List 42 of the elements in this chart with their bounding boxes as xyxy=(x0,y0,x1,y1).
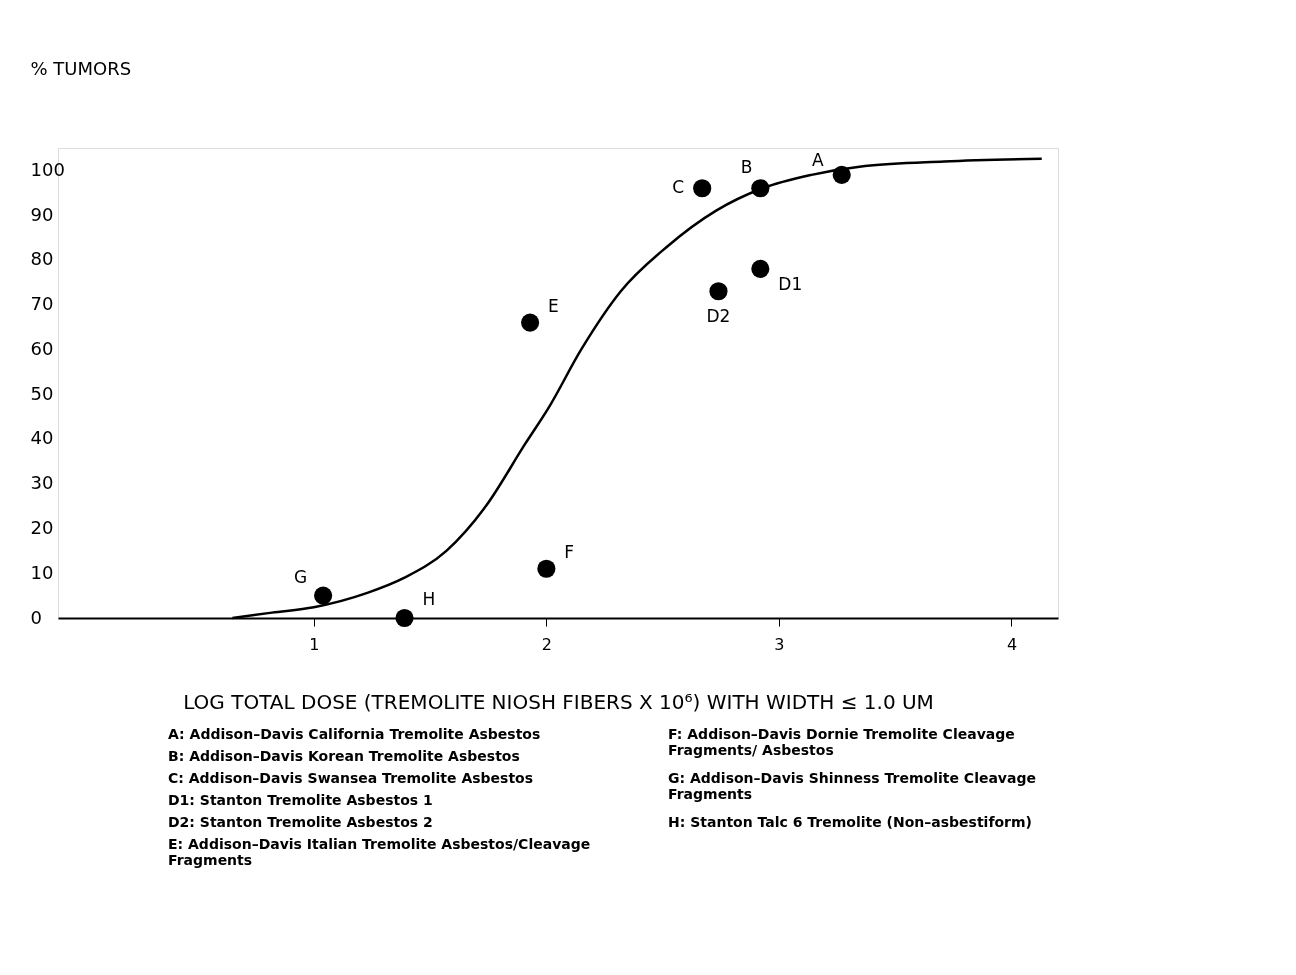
annotation: C xyxy=(672,177,685,198)
text: B: Addison–Davis Korean Tremolite Asbestos xyxy=(168,748,520,764)
text: D1: Stanton Tremolite Asbestos 1 xyxy=(168,792,433,808)
x-tick-label: 4 xyxy=(1006,634,1018,654)
annotation: B xyxy=(740,157,753,178)
y-tick-label: 30 xyxy=(30,472,54,494)
annotation: A xyxy=(812,149,825,170)
point xyxy=(537,559,556,578)
y-tick-label: 90 xyxy=(30,203,54,225)
point xyxy=(395,608,414,628)
annotation: E xyxy=(548,295,559,316)
y-tick-label: 20 xyxy=(30,516,54,538)
y-tick-label: 100 xyxy=(30,158,65,180)
y-tick-label: 70 xyxy=(30,293,54,315)
annotation: D1 xyxy=(778,273,803,294)
text: H: Stanton Talc 6 Tremolite (Non–asbestiform) xyxy=(668,814,1033,830)
point xyxy=(693,179,712,198)
y-tick-label: 40 xyxy=(30,427,54,449)
text: D2: Stanton Tremolite Asbestos 2 xyxy=(168,814,433,830)
point xyxy=(314,586,333,605)
y-tick-label: 50 xyxy=(30,382,54,404)
text: C: Addison–Davis Swansea Tremolite Asbestos xyxy=(168,770,534,786)
y-tick-label: 10 xyxy=(30,561,54,583)
point xyxy=(709,282,728,301)
x-axis-title: LOG TOTAL DOSE (TREMOLITE NIOSH FIBERS X 10⁶) WITH WIDTH ≤ 1.0 UM xyxy=(183,689,934,714)
text: G: Addison–Davis Shinness Tremolite Cleavage Fragments xyxy=(668,770,1036,802)
annotation: G xyxy=(293,566,308,587)
y-tick-label: 80 xyxy=(30,248,54,270)
x-tick-label: 3 xyxy=(774,634,785,654)
y-tick-label: 0 xyxy=(30,606,42,628)
text: F: Addison–Davis Dornie Tremolite Cleavage Fragments/ Asbestos xyxy=(668,726,1015,758)
point xyxy=(521,313,540,332)
y-axis-title: % TUMORS xyxy=(30,57,132,79)
annotation: D2 xyxy=(706,306,731,327)
x-tick-label: 2 xyxy=(541,634,552,654)
x-tick-label: 1 xyxy=(309,634,320,654)
text: A: Addison–Davis California Tremolite Asbestos xyxy=(168,726,541,742)
annotation: H xyxy=(422,589,436,609)
text: E: Addison–Davis Italian Tremolite Asbestos/Cleavage Fragments xyxy=(168,836,591,868)
point xyxy=(751,259,770,278)
y-tick-label: 60 xyxy=(30,337,54,359)
annotation: F xyxy=(564,541,575,562)
